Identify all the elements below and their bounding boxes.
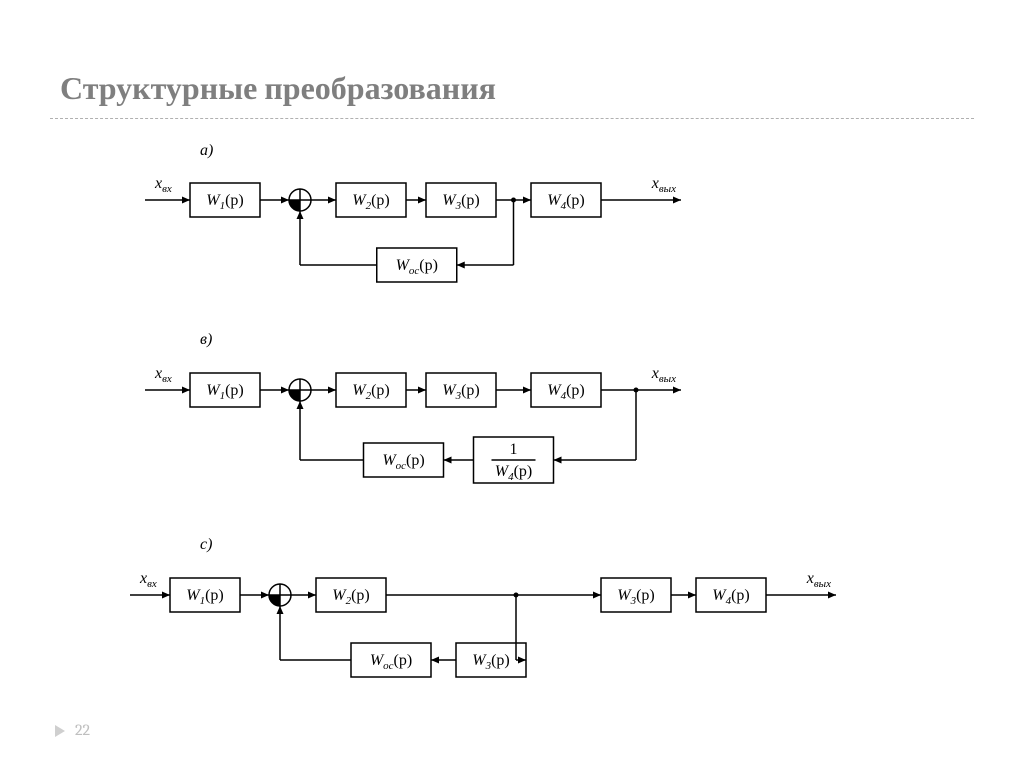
svg-text:xвых: xвых: [806, 570, 831, 590]
svg-text:xвых: xвых: [651, 175, 676, 195]
panel-c: с)xвхW1(p)W2(p)W3(p)W4(p)xвыхW3(p)Wос(p): [130, 536, 836, 677]
svg-text:в): в): [200, 331, 212, 348]
svg-text:xвх: xвх: [154, 175, 172, 195]
svg-text:а): а): [200, 142, 213, 159]
svg-text:с): с): [200, 536, 212, 553]
bullet-icon: [55, 725, 65, 737]
svg-text:xвх: xвх: [154, 365, 172, 385]
panel-a: а)xвхW1(p)W2(p)W3(p)W4(p)xвыхWос(p): [145, 142, 681, 282]
block-diagrams: а)xвхW1(p)W2(p)W3(p)W4(p)xвыхWос(p)в)xвх…: [0, 0, 1024, 767]
panel-b: в)xвхW1(p)W2(p)W3(p)W4(p)xвых1W4(p)Wос(p…: [145, 331, 681, 483]
page-number: 22: [75, 721, 90, 739]
svg-text:1: 1: [510, 441, 518, 458]
svg-text:xвх: xвх: [139, 570, 157, 590]
svg-text:xвых: xвых: [651, 365, 676, 385]
